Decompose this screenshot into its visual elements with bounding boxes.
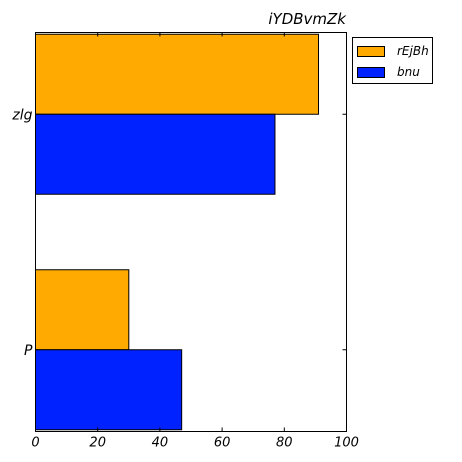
legend-entry-rejbh: rEjBh bbox=[357, 43, 429, 59]
legend-entry-bnu: bnu bbox=[357, 64, 420, 80]
bar-bnu-p bbox=[35, 349, 183, 431]
x-tick-label-80: 80 bbox=[276, 436, 293, 451]
bar-rejbh-zlg bbox=[35, 33, 320, 115]
bars-layer bbox=[35, 33, 320, 431]
plot-area-frame bbox=[35, 32, 347, 432]
y-tick-label-p: P bbox=[24, 343, 33, 359]
legend-label-bnu: bnu bbox=[397, 65, 420, 79]
x-tick-label-100: 100 bbox=[334, 436, 359, 451]
legend: rEjBh bnu bbox=[352, 37, 433, 84]
x-tick-label-20: 20 bbox=[89, 436, 106, 451]
bar-rejbh-p bbox=[35, 269, 130, 351]
x-tick-label-40: 40 bbox=[152, 436, 169, 451]
y-tick-label-zlg: zlg bbox=[11, 107, 32, 123]
x-tick-label-60: 60 bbox=[214, 436, 231, 451]
legend-swatch-rejbh bbox=[357, 45, 385, 57]
legend-swatch-bnu bbox=[357, 66, 385, 78]
x-tick-label-0: 0 bbox=[31, 436, 39, 451]
chart-title: iYDBvmZk bbox=[268, 10, 347, 28]
bar-bnu-zlg bbox=[35, 113, 276, 195]
legend-label-rejbh: rEjBh bbox=[397, 44, 429, 58]
